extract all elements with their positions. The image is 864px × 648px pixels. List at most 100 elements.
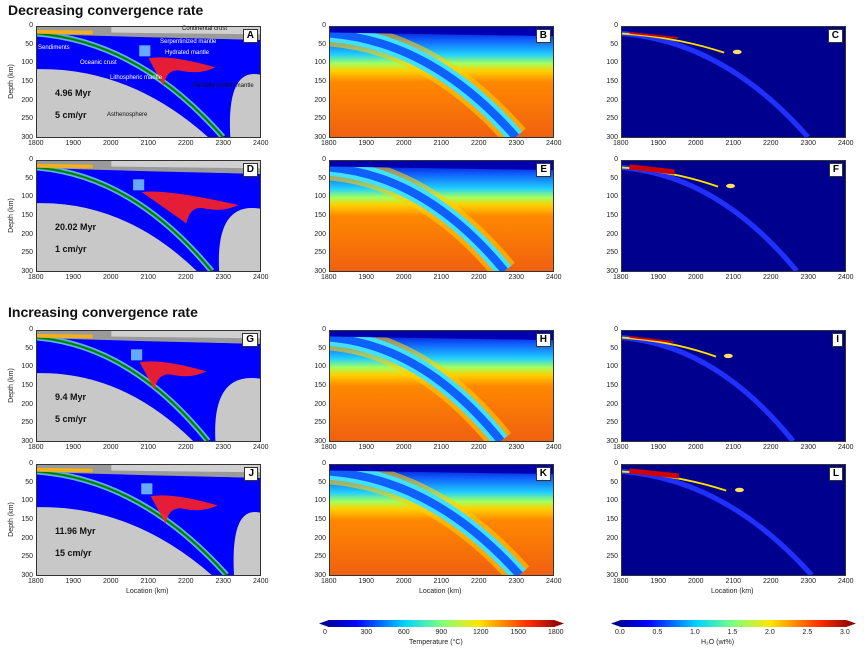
y-tick-label: 250 [606,553,618,561]
x-tick-label: 2100 [433,578,450,585]
colorbar-label: H₂O (wt%) [701,639,735,646]
y-tick-label: 150 [606,382,618,389]
panel-letter: A [242,29,258,43]
colorbar-tick: 600 [398,629,410,636]
y-tick-label: 300 [21,268,33,276]
y-tick-label: 200 [314,96,326,104]
annotation-hydrated: Hydrated mantle [165,50,210,56]
molten-mantle [148,57,216,86]
x-tick-label: 2300 [800,274,817,281]
mantle-region [37,167,260,271]
x-tick-label: 2400 [838,140,854,147]
sediments [37,29,93,35]
sediments [37,467,93,473]
x-tick-label: 2300 [215,140,232,147]
y-tick-label: 300 [21,134,33,142]
x-tick-label: 2200 [763,274,779,281]
time-label: 20.02 Myr [55,222,97,232]
surface-cold-layer [330,27,553,37]
y-tick-label: 0 [614,326,618,333]
colorbar-tick: 1.0 [690,629,700,636]
x-tick-label: 2200 [471,274,487,281]
x-tick-label: 2000 [396,578,412,585]
y-tick-label: 200 [21,400,33,408]
time-label: 9.4 Myr [55,392,87,402]
slab-cold-core [330,29,519,137]
y-tick-label: 200 [606,230,618,238]
x-tick-label: 2400 [838,274,854,281]
y-tick-label: 0 [29,22,33,29]
serpentinized-mantle [133,179,145,191]
x-tick-label: 2100 [725,274,742,281]
panel-plot [622,465,845,575]
serpentinized-mantle [131,349,143,361]
x-tick-label: 2200 [471,444,487,451]
panel-letter: E [536,163,551,177]
x-axis-label: Location (km) [419,588,462,595]
colorbar-label: Temperature (°C) [409,639,463,646]
slab-core [37,33,224,137]
panel-G: G [36,330,261,442]
section-title-increasing: Increasing convergence rate [8,304,198,320]
serpentinized-mantle [139,45,151,57]
colorbar-temperature [319,620,564,627]
surface-cold-layer [330,331,553,341]
y-tick-label: 250 [21,249,33,257]
panel-I: I [621,330,846,442]
y-tick-label: 150 [21,78,33,85]
panel-B: B [329,26,554,138]
x-axis-label: Location (km) [126,588,169,595]
x-tick-label: 1800 [613,578,629,585]
x-tick-label: 2000 [103,578,119,585]
annotation-oceanic: Oceanic crust [80,60,117,66]
y-tick-label: 100 [314,59,326,67]
water-release-spot [732,49,742,55]
y-tick-label: 50 [610,174,618,182]
y-tick-label: 0 [614,22,618,29]
panel-F: F [621,160,846,272]
panel-C: C [621,26,846,138]
upper-crust [111,331,260,339]
x-tick-label: 1800 [321,578,337,585]
x-axis-label: Location (km) [711,588,754,595]
slab-water-trace [622,31,810,137]
y-tick-label: 150 [314,78,326,85]
x-tick-label: 2000 [103,140,119,147]
y-tick-label: 100 [21,59,33,67]
x-tick-label: 2100 [140,578,157,585]
panel-letter: J [244,467,258,481]
y-tick-label: 300 [314,572,326,580]
y-tick-label: 150 [314,382,326,389]
y-tick-label: 100 [21,363,33,371]
x-tick-label: 2400 [546,444,562,451]
x-tick-label: 2000 [396,140,412,147]
x-tick-label: 1900 [650,578,667,585]
x-tick-label: 1900 [358,274,375,281]
panel-plot [330,161,553,271]
y-tick-label: 0 [322,460,326,467]
x-tick-label: 2400 [838,578,854,585]
time-label: 11.96 Myr [55,526,96,536]
section-title-decreasing: Decreasing convergence rate [8,2,204,18]
panel-plot [622,331,845,441]
x-tick-label: 1900 [65,578,82,585]
y-tick-label: 150 [21,382,33,389]
colorbar-water [611,620,856,627]
panel-letter: B [535,29,551,43]
colorbar-tick: 900 [435,629,448,636]
y-tick-label: 200 [21,230,33,238]
x-tick-label: 2300 [215,274,232,281]
y-tick-label: 50 [318,478,326,486]
y-tick-label: 100 [606,363,618,371]
x-tick-label: 1900 [65,274,82,281]
panel-plot [37,331,260,441]
y-tick-label: 200 [314,534,326,542]
x-tick-label: 2000 [103,444,119,451]
molten-mantle [150,495,218,524]
panel-L: L [621,464,846,576]
water-field [622,161,845,271]
water-release-spot [734,487,744,493]
y-tick-label: 50 [610,478,618,486]
y-tick-label: 250 [606,115,618,123]
